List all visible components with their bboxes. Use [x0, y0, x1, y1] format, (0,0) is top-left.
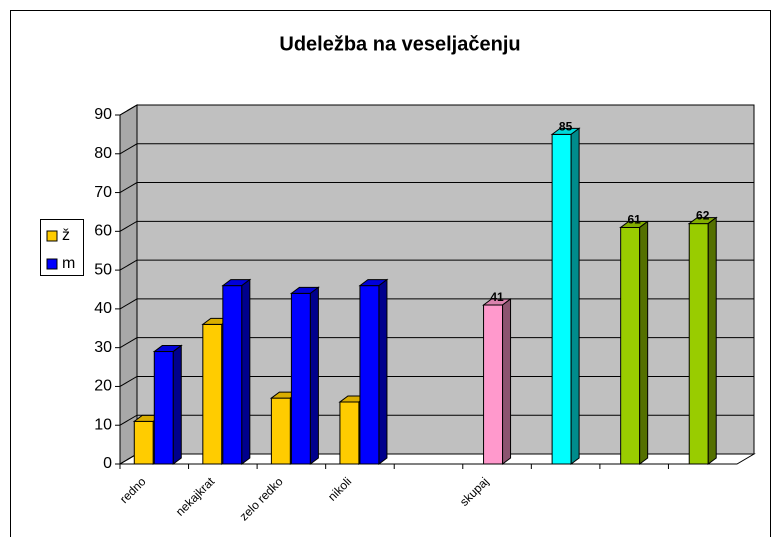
bar-side	[241, 278, 251, 465]
bar-front	[202, 323, 223, 465]
bar	[482, 298, 513, 465]
grid-line	[119, 298, 754, 310]
grid-line	[119, 104, 754, 116]
bar	[289, 286, 320, 465]
grid-line	[119, 414, 754, 426]
bar-front	[359, 285, 380, 465]
y-tick-label: 80	[94, 145, 112, 162]
bar-side	[570, 127, 580, 465]
y-tick-label: 70	[94, 184, 112, 201]
legend-swatch	[46, 230, 58, 242]
data-label: 62	[696, 209, 710, 223]
bar-side	[378, 278, 388, 465]
grid-line	[119, 220, 754, 232]
y-tick-label: 90	[94, 106, 112, 123]
bar-front	[153, 351, 174, 465]
data-label: 41	[490, 290, 504, 304]
chart-title: Udeležba na veseljačenju	[279, 33, 520, 55]
bar-side	[172, 344, 182, 465]
bar-side	[502, 298, 512, 465]
legend: žm	[40, 219, 84, 276]
legend-label: ž	[62, 227, 70, 244]
bar-side	[639, 220, 649, 465]
grid-line	[119, 143, 754, 155]
y-tick-label: 20	[94, 378, 112, 395]
y-tick-label: 60	[94, 223, 112, 240]
bar-front	[688, 223, 709, 465]
grid-line	[119, 375, 754, 387]
bar-front	[270, 397, 291, 465]
bar	[152, 344, 183, 465]
y-tick-label: 10	[94, 416, 112, 433]
legend-label: m	[62, 255, 75, 272]
data-label: 61	[627, 213, 641, 227]
bar-front	[339, 401, 360, 465]
y-tick-label: 40	[94, 300, 112, 317]
grid-line	[119, 259, 754, 271]
grid-line	[119, 182, 754, 193]
bar	[221, 278, 252, 465]
y-tick-label: 50	[94, 261, 112, 278]
y-tick-label: 30	[94, 339, 112, 356]
bar-front	[551, 133, 572, 465]
legend-swatch	[46, 258, 58, 270]
y-tick-label: 0	[103, 455, 112, 472]
bar-front	[290, 292, 311, 465]
bar	[619, 220, 650, 465]
bar-front	[222, 285, 243, 465]
data-label: 85	[559, 120, 573, 134]
bar-front	[483, 304, 504, 465]
side-wall	[119, 104, 138, 465]
bar	[687, 216, 718, 465]
bar-side	[309, 286, 319, 465]
bar	[358, 278, 389, 465]
bar	[550, 127, 581, 465]
bar-front	[620, 226, 641, 465]
bar-front	[133, 420, 154, 465]
grid-line	[119, 337, 754, 349]
bar-side	[707, 216, 717, 465]
